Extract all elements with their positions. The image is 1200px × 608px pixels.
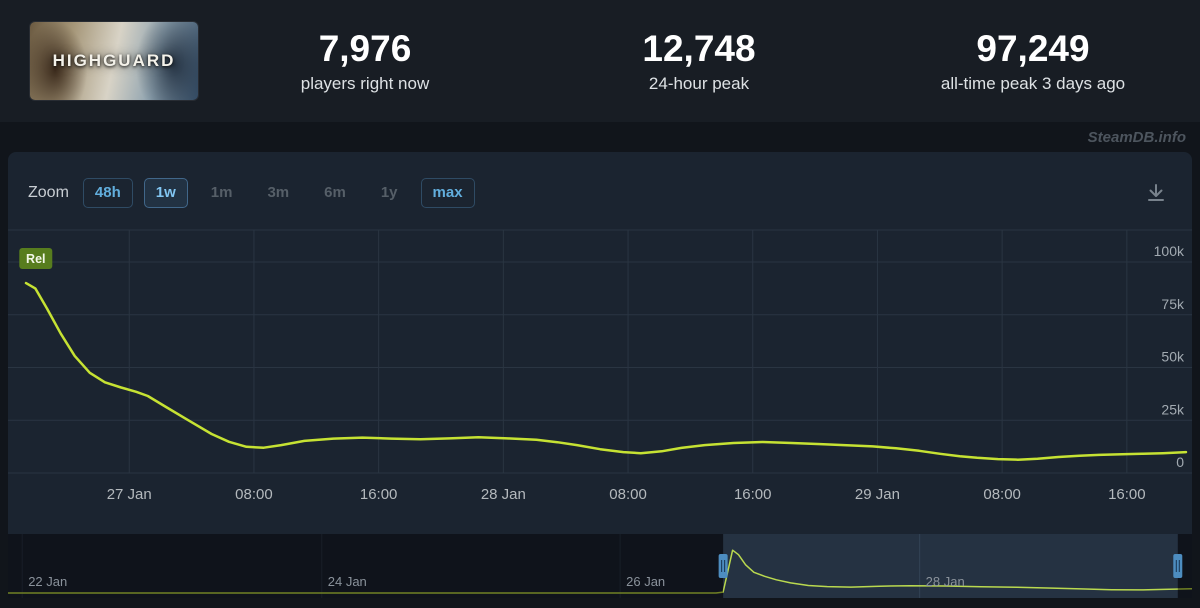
zoom-button-6m: 6m xyxy=(312,178,358,208)
y-axis-label: 0 xyxy=(1176,454,1184,470)
chart-navigator[interactable]: 22 Jan 24 Jan 26 Jan 28 Jan xyxy=(8,534,1192,598)
stat-2: 97,249 all-time peak 3 days ago xyxy=(866,28,1200,94)
navigator-date-label: 26 Jan xyxy=(626,574,665,589)
navigator-mask-left xyxy=(8,534,724,598)
stat-label: all-time peak 3 days ago xyxy=(940,73,1126,93)
navigator-date-label: 28 Jan xyxy=(926,574,965,589)
steamdb-watermark: SteamDB.info xyxy=(1087,128,1186,146)
zoom-button-1y: 1y xyxy=(369,178,410,208)
navigator-handle-left[interactable] xyxy=(718,554,728,578)
stat-value: 12,748 xyxy=(642,28,756,70)
game-capsule-image[interactable]: HIGHGUARD xyxy=(30,22,198,100)
zoom-buttons: 48h 1w 1m 3m 6m 1y max xyxy=(82,178,475,208)
navigator-handle-right[interactable] xyxy=(1173,554,1183,578)
x-axis-label: 29 Jan xyxy=(855,486,900,503)
y-axis-label: 100k xyxy=(1154,243,1185,259)
stat-label: players right now xyxy=(300,73,430,93)
stat-1: 12,748 24-hour peak xyxy=(532,28,866,94)
navigator-date-label: 22 Jan xyxy=(28,574,67,589)
x-axis-label: 08:00 xyxy=(983,486,1021,503)
release-marker-label: Rel xyxy=(26,252,45,266)
download-icon[interactable] xyxy=(1140,177,1172,209)
x-axis-label: 28 Jan xyxy=(481,486,526,503)
players-line-series xyxy=(24,281,1188,461)
zoom-label: Zoom xyxy=(28,184,69,201)
zoom-button-48h[interactable]: 48h xyxy=(82,178,133,208)
stat-value: 7,976 xyxy=(318,28,412,70)
zoom-button-max[interactable]: max xyxy=(420,178,475,208)
zoom-button-1w[interactable]: 1w xyxy=(143,178,188,208)
navigator-date-label: 24 Jan xyxy=(328,574,367,589)
zoom-button-1m: 1m xyxy=(199,178,245,208)
x-axis-label: 27 Jan xyxy=(107,486,152,503)
player-stats: 7,976 players right now 12,748 24-hour peak… xyxy=(198,28,1200,94)
x-axis-label: 08:00 xyxy=(235,486,273,503)
chart-panel: Zoom 48h 1w 1m 3m 6m 1y max 0 25k 50k 75k 100k 27 J… xyxy=(8,152,1192,598)
release-marker-badge[interactable] xyxy=(19,248,53,269)
y-axis-label: 75k xyxy=(1161,296,1185,312)
navigator-mask-right xyxy=(1177,534,1192,598)
x-axis-label: 08:00 xyxy=(609,486,647,503)
navigator-line-series xyxy=(8,549,1192,594)
x-axis-label: 16:00 xyxy=(360,486,398,503)
zoom-button-3m: 3m xyxy=(255,178,301,208)
x-axis-label: 16:00 xyxy=(1108,486,1146,503)
stat-value: 97,249 xyxy=(976,28,1090,70)
navigator-selected-range[interactable] xyxy=(723,534,1178,598)
header: HIGHGUARD 7,976 players right now 12,748 24… xyxy=(0,0,1200,122)
y-axis-label: 25k xyxy=(1161,401,1185,417)
stat-0: 7,976 players right now xyxy=(198,28,532,94)
x-axis-label: 16:00 xyxy=(734,486,772,503)
watermark-row: SteamDB.info xyxy=(0,122,1200,152)
chart-toolbar: Zoom 48h 1w 1m 3m 6m 1y max xyxy=(8,152,1192,208)
player-count-chart[interactable]: 0 25k 50k 75k 100k 27 Jan 08:00 16:00 28 Jan 08:0… xyxy=(8,208,1192,508)
game-title: HIGHGUARD xyxy=(52,51,176,70)
stat-label: 24-hour peak xyxy=(648,73,750,93)
y-axis-label: 50k xyxy=(1161,349,1185,365)
